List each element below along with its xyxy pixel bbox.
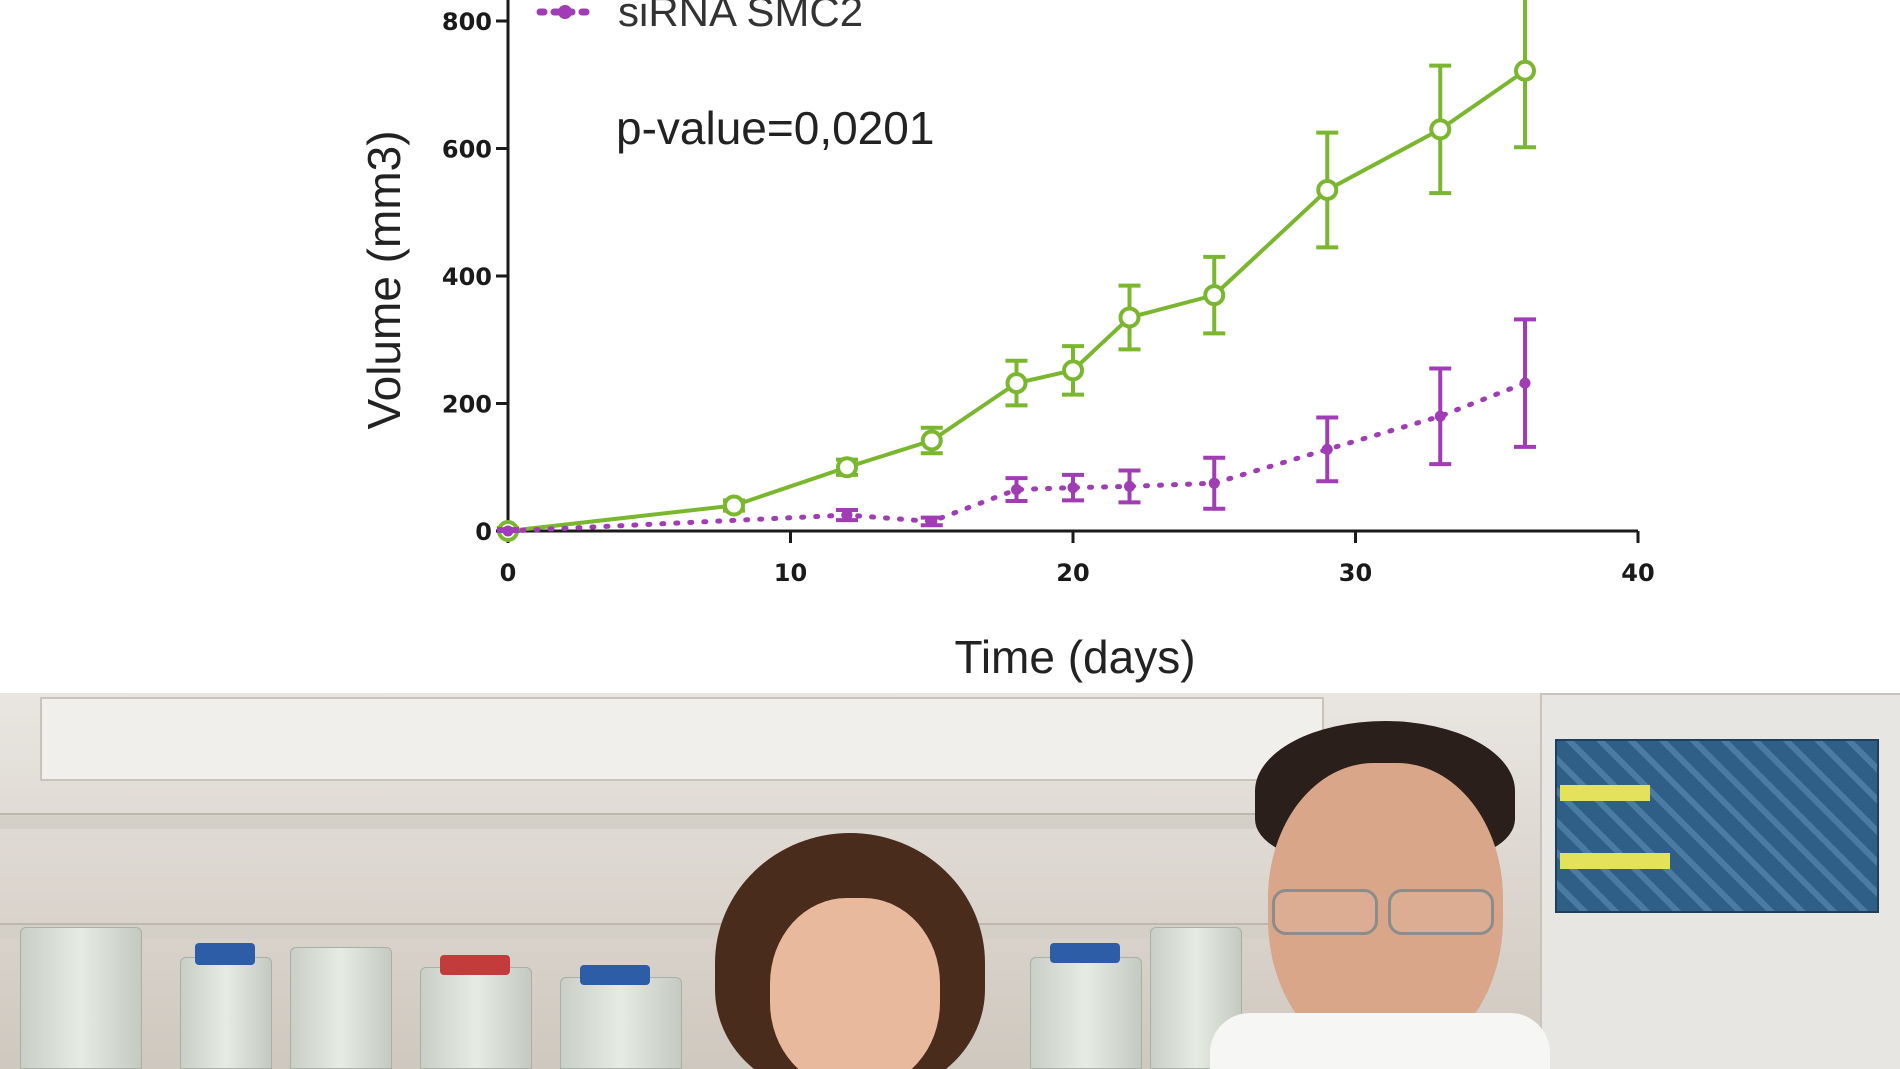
x-tick-label: 0 [500, 559, 517, 587]
chart-legend: siRNA SMC2 [536, 0, 863, 35]
y-tick-label: 800 [442, 8, 492, 36]
reagent-bottle [1030, 957, 1142, 1069]
bottle-cap [440, 955, 510, 975]
data-point [1316, 178, 1339, 201]
data-point [1434, 410, 1446, 422]
bottle-cap [1050, 943, 1120, 963]
p-value-annotation: p-value=0,0201 [616, 102, 934, 154]
data-point [1429, 118, 1452, 141]
data-point [1067, 482, 1079, 494]
legend-swatch-marker [558, 5, 572, 19]
y-tick-label: 200 [442, 391, 492, 419]
data-point [1208, 477, 1220, 489]
glasses-icon [1388, 889, 1494, 935]
glasses-icon [1272, 889, 1378, 935]
lab-photo [0, 693, 1900, 1069]
x-tick-label: 40 [1621, 559, 1654, 587]
series-2 [497, 317, 1536, 537]
data-point [502, 525, 514, 537]
yellow-label [1560, 853, 1670, 869]
series-line [505, 380, 1528, 534]
upper-cabinet [40, 697, 1324, 781]
x-tick-label: 20 [1056, 559, 1089, 587]
lab-shelf [0, 813, 1340, 829]
bottle-cap [195, 943, 255, 965]
reagent-bottle [290, 947, 392, 1069]
lab-shelf [0, 923, 1340, 939]
y-tick-label: 400 [442, 263, 492, 291]
yellow-label [1560, 785, 1650, 801]
data-point [1005, 372, 1028, 395]
data-point [926, 515, 938, 527]
data-point [1514, 59, 1536, 82]
data-point [723, 494, 745, 517]
reagent-bottle [560, 977, 682, 1069]
data-point [1062, 359, 1084, 382]
y-tick-label: 0 [475, 518, 492, 546]
legend-label-1: siRNA SMC2 [618, 0, 863, 35]
x-tick-label: 30 [1339, 559, 1372, 587]
x-axis-title: Time (days) [954, 631, 1195, 683]
y-tick-label: 600 [442, 136, 492, 164]
researcher-left-face [770, 898, 940, 1069]
blue-storage-box [1555, 739, 1879, 913]
data-point [1011, 484, 1022, 496]
data-point [1321, 443, 1333, 455]
y-axis-title: Volume (mm3) [358, 130, 410, 429]
reagent-bottle [420, 967, 532, 1069]
bottle-cap [580, 965, 650, 985]
lab-coat [1210, 1013, 1550, 1069]
x-tick-label: 10 [774, 559, 807, 587]
data-point [920, 429, 943, 452]
series-1 [497, 0, 1536, 542]
data-point [836, 456, 858, 479]
reagent-bottle [180, 957, 272, 1069]
data-point [841, 509, 853, 521]
data-point [1118, 306, 1141, 329]
data-point [1124, 480, 1135, 492]
data-point [1519, 377, 1531, 389]
data-point [1203, 284, 1226, 307]
reagent-bottle [20, 927, 142, 1069]
chart-series-layer [497, 0, 1536, 542]
